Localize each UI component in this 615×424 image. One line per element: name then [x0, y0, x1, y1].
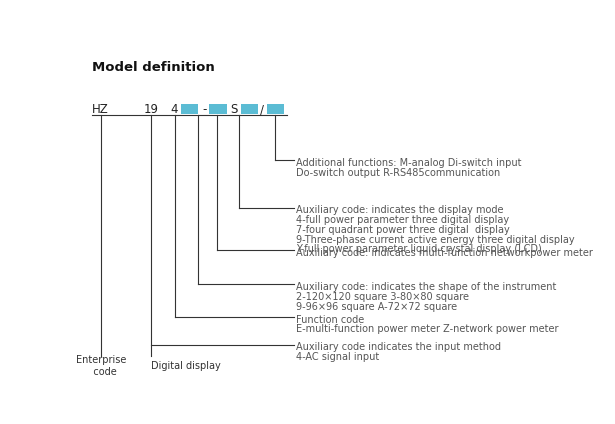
Text: 4-full power parameter three digital display: 4-full power parameter three digital dis…	[296, 215, 509, 225]
Text: Y-full power parameter liquid crystal display (LCD): Y-full power parameter liquid crystal di…	[296, 245, 542, 254]
Text: Auxiliary code indicates the input method: Auxiliary code indicates the input metho…	[296, 343, 501, 352]
Bar	[209, 104, 226, 114]
Text: 4: 4	[171, 103, 178, 116]
Text: 9-96×96 square A-72×72 square: 9-96×96 square A-72×72 square	[296, 301, 457, 312]
Bar	[181, 104, 198, 114]
Text: Additional functions: M-analog Di-switch input: Additional functions: M-analog Di-switch…	[296, 158, 522, 168]
Text: Digital display: Digital display	[151, 361, 221, 371]
Text: Auxiliary code: indicates multi-function networkpower meter: Auxiliary code: indicates multi-function…	[296, 248, 593, 258]
Text: HZ: HZ	[92, 103, 109, 116]
Text: 4-AC signal input: 4-AC signal input	[296, 352, 379, 362]
Text: Auxiliary code: indicates the shape of the instrument: Auxiliary code: indicates the shape of t…	[296, 282, 557, 292]
Text: Enterprise
   code: Enterprise code	[76, 355, 126, 377]
Text: Model definition: Model definition	[92, 61, 215, 74]
Text: Function code: Function code	[296, 315, 364, 325]
Bar	[241, 104, 258, 114]
Text: -: -	[202, 103, 207, 116]
Bar	[266, 104, 284, 114]
Text: 19: 19	[143, 103, 158, 116]
Text: E-multi-function power meter Z-network power meter: E-multi-function power meter Z-network p…	[296, 324, 558, 335]
Text: Auxiliary code: indicates the display mode: Auxiliary code: indicates the display mo…	[296, 205, 504, 215]
Text: /: /	[260, 103, 264, 116]
Text: 2-120×120 square 3-80×80 square: 2-120×120 square 3-80×80 square	[296, 292, 469, 302]
Text: 9-Three-phase current active energy three digital display: 9-Three-phase current active energy thre…	[296, 235, 575, 245]
Text: S: S	[231, 103, 238, 116]
Text: Do-switch output R-RS485communication: Do-switch output R-RS485communication	[296, 168, 501, 178]
Text: 7-four quadrant power three digital  display: 7-four quadrant power three digital disp…	[296, 225, 510, 235]
